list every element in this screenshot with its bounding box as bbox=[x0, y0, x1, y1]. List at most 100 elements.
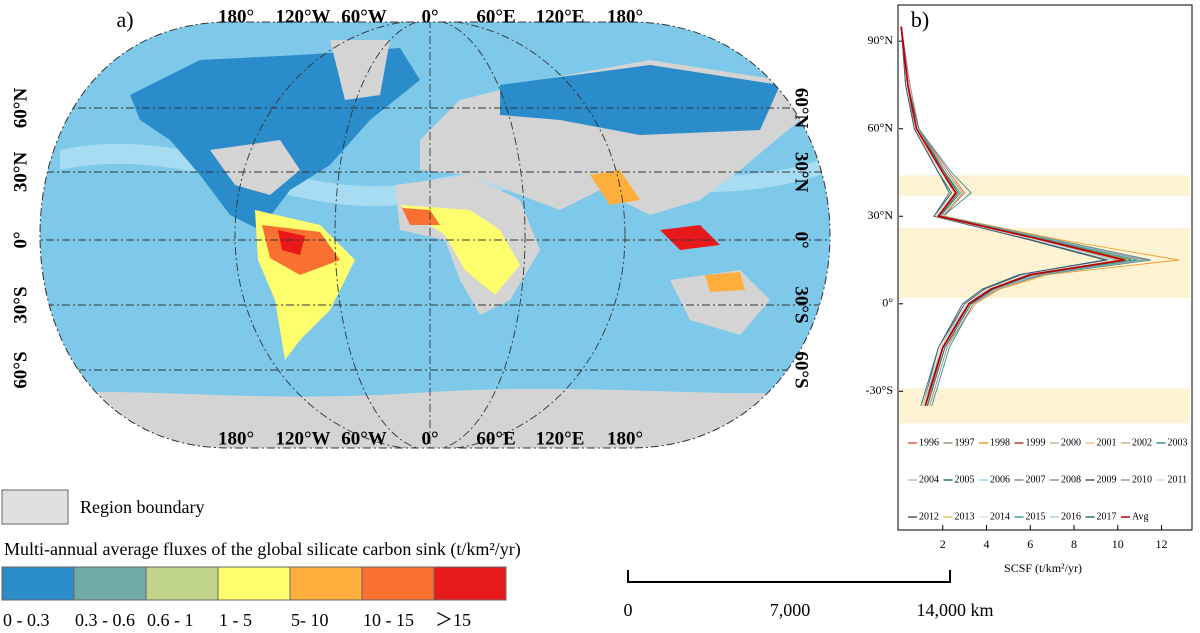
legend-swatch bbox=[289, 566, 363, 601]
map-outline bbox=[39, 21, 831, 449]
legend-label: 2008 bbox=[1061, 474, 1081, 485]
profile-line bbox=[900, 26, 1108, 407]
latitude-label: 60°S bbox=[791, 351, 812, 388]
x-tick-label: 4 bbox=[984, 537, 990, 551]
legend-class-label: 0 - 0.3 bbox=[3, 610, 50, 630]
legend-swatch bbox=[145, 566, 219, 601]
x-tick-label: 6 bbox=[1027, 537, 1033, 551]
land-gray bbox=[210, 140, 300, 195]
chart-frame bbox=[897, 4, 1193, 531]
legend-label: 2013 bbox=[955, 511, 975, 522]
legend-label: 1998 bbox=[990, 437, 1010, 448]
x-tick-label: 8 bbox=[1071, 537, 1077, 551]
antarctica bbox=[40, 388, 830, 448]
legend-label: 2005 bbox=[955, 474, 975, 485]
x-tick-label: 12 bbox=[1156, 537, 1168, 551]
legend-label: Region boundary bbox=[80, 497, 204, 517]
meridian bbox=[334, 22, 526, 448]
legend-class-label: 5- 10 bbox=[291, 610, 329, 630]
legend-label: 2002 bbox=[1132, 437, 1152, 448]
legend-class-label: 1 - 5 bbox=[219, 610, 252, 630]
legend-label: 2001 bbox=[1097, 437, 1117, 448]
scale-label: 0 bbox=[624, 600, 633, 620]
latitude-label: 30°N bbox=[10, 152, 31, 193]
profile-line bbox=[900, 26, 1116, 407]
x-tick-label: 2 bbox=[940, 537, 946, 551]
profile-line bbox=[900, 26, 1110, 407]
legend-label: Avg bbox=[1132, 511, 1148, 522]
longitude-label: 180° bbox=[218, 428, 254, 449]
legend-class-label: 0.6 - 1 bbox=[147, 610, 194, 630]
legend-label: 2017 bbox=[1097, 511, 1117, 522]
latitude-label: 30°S bbox=[791, 286, 812, 323]
legend-swatch bbox=[1, 566, 75, 601]
y-tick-label: 0° bbox=[882, 296, 893, 310]
legend-class-label: 0.3 - 0.6 bbox=[75, 610, 135, 630]
longitude-label: 120°W bbox=[275, 428, 330, 449]
land-red bbox=[660, 225, 720, 250]
panel-label: a) bbox=[116, 7, 133, 32]
legend-label: 2014 bbox=[990, 511, 1010, 522]
longitude-label: 0° bbox=[421, 6, 438, 27]
legend-label: 2015 bbox=[1026, 511, 1046, 522]
legend-swatch bbox=[361, 566, 435, 601]
legend-title: Multi-annual average fluxes of the globa… bbox=[4, 539, 521, 560]
longitude-label: 60°W bbox=[341, 428, 387, 449]
legend-label: 2000 bbox=[1061, 437, 1081, 448]
longitude-label: 180° bbox=[607, 428, 643, 449]
legend-swatch bbox=[433, 566, 507, 601]
x-axis-label: SCSF (t/km²/yr) bbox=[1004, 561, 1082, 575]
land-orange bbox=[705, 272, 745, 292]
latitude-label: 60°N bbox=[10, 88, 31, 129]
legend-label: 1997 bbox=[955, 437, 975, 448]
legend-class-label: ＞15 bbox=[435, 610, 471, 630]
land-orange bbox=[590, 170, 640, 205]
longitude-label: 0° bbox=[421, 428, 438, 449]
legend-label: 2011 bbox=[1168, 474, 1188, 485]
legend-label: 1999 bbox=[1026, 437, 1046, 448]
longitude-label: 60°E bbox=[476, 428, 515, 449]
legend-swatch bbox=[217, 566, 291, 601]
longitude-label: 60°W bbox=[341, 6, 387, 27]
profile-line bbox=[900, 26, 1116, 407]
land-orange bbox=[402, 208, 440, 225]
latitude-label: 60°S bbox=[10, 351, 31, 388]
scale-label: 7,000 bbox=[770, 600, 811, 620]
legend-label: 1996 bbox=[919, 437, 939, 448]
longitude-label: 180° bbox=[607, 6, 643, 27]
highlight-band bbox=[899, 388, 1190, 424]
graticule bbox=[40, 22, 830, 448]
legend-label: 2006 bbox=[990, 474, 1010, 485]
latitude-label: 0° bbox=[791, 231, 812, 248]
longitude-label: 120°E bbox=[536, 6, 585, 27]
legend-class-label: 10 - 15 bbox=[363, 610, 414, 630]
legend-label: 2010 bbox=[1132, 474, 1152, 485]
y-tick-label: 60°N bbox=[868, 120, 894, 134]
longitude-label: 120°E bbox=[536, 428, 585, 449]
australia bbox=[670, 270, 770, 335]
legend-label: 2016 bbox=[1061, 511, 1081, 522]
map bbox=[40, 22, 830, 448]
legend-swatch bbox=[73, 566, 147, 601]
land-red bbox=[278, 230, 305, 255]
land-yellow bbox=[400, 205, 520, 295]
y-tick-label: 30°N bbox=[868, 208, 894, 222]
greenland bbox=[330, 40, 390, 100]
longitude-label: 60°E bbox=[476, 6, 515, 27]
legend-label: 2009 bbox=[1097, 474, 1117, 485]
latitude-label: 30°N bbox=[791, 152, 812, 193]
profile-line bbox=[900, 26, 1114, 407]
boundary-swatch bbox=[1, 489, 69, 525]
y-tick-label: 90°N bbox=[868, 33, 894, 47]
x-tick-label: 10 bbox=[1112, 537, 1124, 551]
y-tick-label: -30°S bbox=[866, 383, 893, 397]
panel-label: b) bbox=[911, 7, 929, 32]
latitude-label: 30°S bbox=[10, 286, 31, 323]
longitude-label: 180° bbox=[218, 6, 254, 27]
legend-label: 2004 bbox=[919, 474, 939, 485]
latitude-label: 60°N bbox=[791, 88, 812, 129]
legend-label: 2012 bbox=[919, 511, 939, 522]
profile-line bbox=[900, 26, 1105, 407]
legend-label: 2007 bbox=[1026, 474, 1046, 485]
